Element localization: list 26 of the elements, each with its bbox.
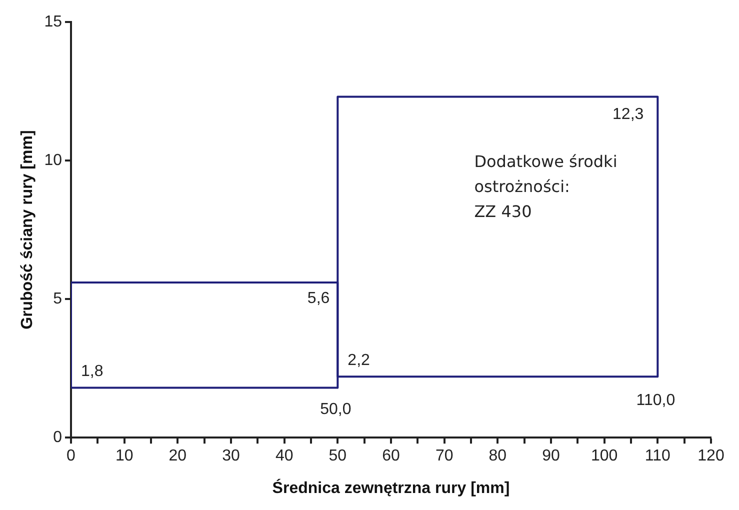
x-tick-label: 100 <box>590 448 618 465</box>
x-tick-label: 0 <box>66 448 76 465</box>
x-tick-label: 80 <box>488 448 507 465</box>
annotation: 110,0 <box>636 392 676 410</box>
annotation: 1,8 <box>80 363 104 380</box>
annotation: 50,0 <box>320 401 352 418</box>
annotation: 2,2 <box>348 352 370 370</box>
x-tick-label: 60 <box>382 448 400 465</box>
y-tick-label: 0 <box>53 429 62 446</box>
x-tick-label: 120 <box>698 448 724 465</box>
y-tick-label: 10 <box>44 152 62 169</box>
x-tick-label: 20 <box>168 448 187 465</box>
y-axis-title: Grubość ściany rury [mm] <box>19 130 36 330</box>
x-tick-label: 70 <box>435 448 454 465</box>
annotation: 12,3 <box>612 106 644 124</box>
x-axis-title: Średnica zewnętrzna rury [mm] <box>272 478 510 497</box>
y-tick-label: 15 <box>44 13 62 30</box>
x-tick-label: 50 <box>328 448 347 465</box>
y-tick-label: 5 <box>53 290 62 308</box>
annotation: 5,6 <box>307 290 330 307</box>
x-tick-label: 10 <box>115 448 134 465</box>
x-tick-label: 40 <box>275 448 294 465</box>
x-tick-label: 30 <box>222 448 240 465</box>
annotation: Dodatkowe środki ostrożności: ZZ 430 <box>474 152 618 222</box>
x-tick-label: 110 <box>644 448 671 465</box>
x-tick-label: 90 <box>542 448 560 465</box>
